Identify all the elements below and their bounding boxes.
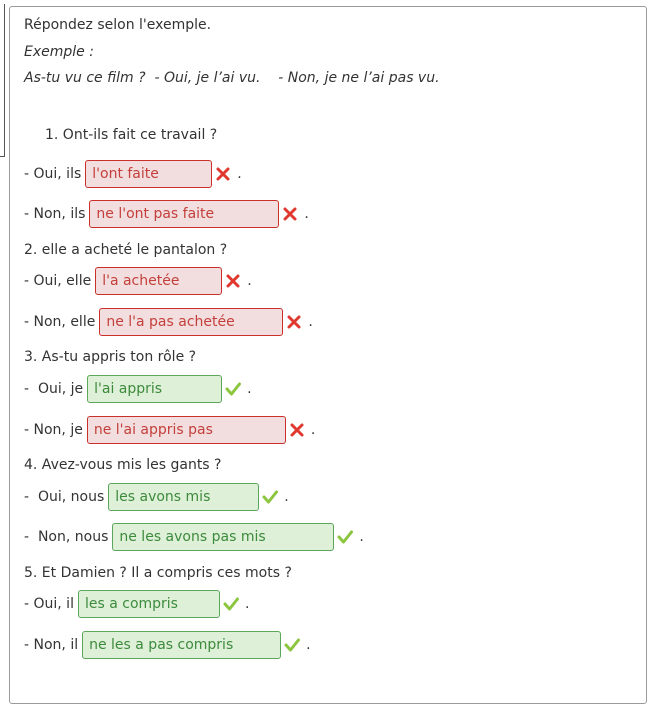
sentence-period: . <box>237 166 242 182</box>
example-text: As-tu vu ce film ? - Oui, je l’ai vu. - … <box>24 70 440 86</box>
answer-prefix: - Non, je <box>24 422 83 438</box>
answer-row: - Non, il ne les a pas compris . <box>24 630 311 660</box>
cross-icon <box>225 273 241 289</box>
answer-prefix: - Oui, nous <box>24 489 105 505</box>
answer-field-incorrect[interactable]: ne l'a pas achetée <box>99 308 284 336</box>
answer-row: - Oui, nous les avons mis . <box>24 482 289 512</box>
sentence-period: . <box>244 596 250 612</box>
answer-prefix: - Non, ils <box>24 206 86 222</box>
question-1: 1. Ont-ils fait ce travail ? <box>45 127 218 143</box>
check-icon <box>284 637 301 653</box>
answer-prefix: - Oui, ils <box>24 166 82 182</box>
sentence-period: . <box>310 422 316 438</box>
sentence-period: . <box>247 273 252 289</box>
question-3: 3. As-tu appris ton rôle ? <box>24 349 197 365</box>
cross-icon <box>282 206 298 222</box>
answer-field-correct[interactable]: ne les a pas compris <box>82 631 282 659</box>
cross-icon <box>286 314 302 330</box>
answer-row: - Oui, ils l'ont faite . <box>24 159 242 189</box>
answer-row: - Oui, elle l'a achetée . <box>24 266 252 296</box>
sentence-period: . <box>306 637 311 653</box>
question-4: 4. Avez-vous mis les gants ? <box>24 457 222 473</box>
left-frame-edge <box>0 4 5 157</box>
answer-field-incorrect[interactable]: l'a achetée <box>95 267 223 295</box>
example-title: Exemple : <box>24 44 94 60</box>
answer-field-correct[interactable]: l'ai appris <box>87 375 223 403</box>
answer-field-correct[interactable]: ne les avons pas mis <box>112 523 335 551</box>
check-icon <box>262 489 279 505</box>
answer-field-incorrect[interactable]: ne l'ont pas faite <box>89 200 280 228</box>
answer-field-correct[interactable]: les a compris <box>77 590 220 618</box>
sentence-period: . <box>304 206 309 222</box>
cross-icon <box>289 422 305 438</box>
sentence-period: . <box>359 529 364 545</box>
answer-field-correct[interactable]: les avons mis <box>108 483 260 511</box>
check-icon <box>223 596 239 612</box>
answer-row: - Non, ils ne l'ont pas faite . <box>24 199 309 229</box>
answer-prefix: - Non, il <box>24 637 79 653</box>
answer-prefix: - Oui, il <box>24 596 74 612</box>
answer-row: - Non, elle ne l'a pas achetée . <box>24 307 313 337</box>
question-5: 5. Et Damien ? Il a compris ces mots ? <box>24 565 292 581</box>
answer-prefix: - Oui, elle <box>24 273 92 289</box>
answer-prefix: - Oui, je <box>24 381 84 397</box>
answer-field-incorrect[interactable]: l'ont faite <box>85 160 213 188</box>
question-2: 2. elle a acheté le pantalon ? <box>24 242 228 258</box>
cross-icon <box>215 166 231 182</box>
answer-field-incorrect[interactable]: ne l'ai appris pas <box>86 416 286 444</box>
answer-row: - Non, je ne l'ai appris pas . <box>24 415 315 445</box>
sentence-period: . <box>247 381 252 397</box>
answer-row: - Non, nous ne les avons pas mis . <box>24 522 364 552</box>
instruction-text: Répondez selon l'exemple. <box>24 17 212 33</box>
exercise-panel: Répondez selon l'exemple. Exemple : As-t… <box>9 6 647 704</box>
answer-prefix: - Non, nous <box>24 529 109 545</box>
answer-row: - Oui, je l'ai appris . <box>24 374 252 404</box>
sentence-period: . <box>284 489 289 505</box>
answer-row: - Oui, il les a compris . <box>24 589 249 619</box>
check-icon <box>225 381 242 397</box>
check-icon <box>337 529 354 545</box>
answer-prefix: - Non, elle <box>24 314 96 330</box>
sentence-period: . <box>308 314 313 330</box>
